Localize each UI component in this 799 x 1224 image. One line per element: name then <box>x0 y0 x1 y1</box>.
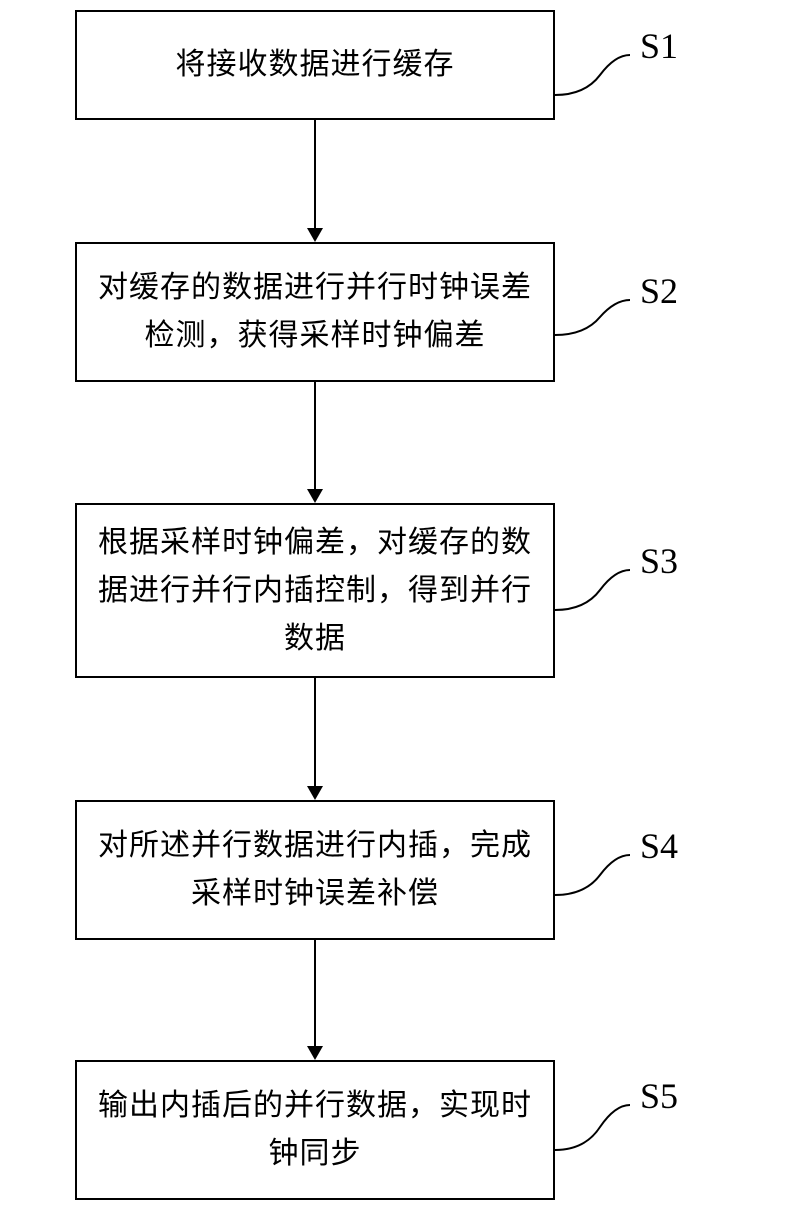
flow-node-s1-text: 将接收数据进行缓存 <box>176 41 455 89</box>
flow-label-s3: S3 <box>640 540 678 582</box>
flow-node-s3: 根据采样时钟偏差，对缓存的数据进行并行内插控制，得到并行数据 <box>75 503 555 678</box>
flow-label-s2: S2 <box>640 270 678 312</box>
callout-s5 <box>555 1095 640 1160</box>
arrow-4 <box>307 1046 323 1060</box>
flow-node-s3-text: 根据采样时钟偏差，对缓存的数据进行并行内插控制，得到并行数据 <box>97 519 533 663</box>
arrow-3 <box>307 786 323 800</box>
callout-s4 <box>555 845 640 905</box>
flow-node-s4: 对所述并行数据进行内插，完成采样时钟误差补偿 <box>75 800 555 940</box>
connector-4 <box>314 940 316 1046</box>
flow-node-s5: 输出内插后的并行数据，实现时钟同步 <box>75 1060 555 1200</box>
flow-node-s1: 将接收数据进行缓存 <box>75 10 555 120</box>
flow-node-s4-text: 对所述并行数据进行内插，完成采样时钟误差补偿 <box>97 822 533 918</box>
callout-s1 <box>555 45 640 105</box>
arrow-1 <box>307 228 323 242</box>
callout-s2 <box>555 290 640 345</box>
flow-node-s2: 对缓存的数据进行并行时钟误差检测，获得采样时钟偏差 <box>75 242 555 382</box>
flowchart-container: 将接收数据进行缓存 S1 对缓存的数据进行并行时钟误差检测，获得采样时钟偏差 S… <box>0 0 799 1224</box>
flow-label-s1: S1 <box>640 25 678 67</box>
flow-label-s5: S5 <box>640 1075 678 1117</box>
callout-s3 <box>555 560 640 620</box>
connector-1 <box>314 120 316 228</box>
connector-2 <box>314 382 316 489</box>
flow-node-s2-text: 对缓存的数据进行并行时钟误差检测，获得采样时钟偏差 <box>97 264 533 360</box>
flow-label-s4: S4 <box>640 825 678 867</box>
connector-3 <box>314 678 316 786</box>
arrow-2 <box>307 489 323 503</box>
flow-node-s5-text: 输出内插后的并行数据，实现时钟同步 <box>97 1082 533 1178</box>
